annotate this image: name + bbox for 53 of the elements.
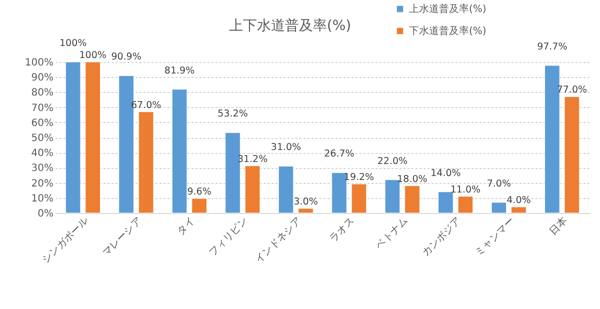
legend-label: 下水道普及率(%) [409, 25, 486, 37]
x-tick-label: ラオス [328, 216, 357, 244]
bar [192, 198, 207, 214]
chart-title: 上下水道普及率(%) [228, 17, 352, 34]
data-label: 81.9% [164, 65, 195, 76]
bar [278, 166, 294, 214]
y-tick-label: 30% [31, 163, 54, 174]
data-label: 53.2% [218, 108, 248, 120]
data-label: 3.0% [294, 196, 318, 208]
data-label: 4.0% [506, 194, 531, 206]
x-tick-label: カンボジア [420, 216, 464, 259]
data-label: 22.0% [377, 156, 408, 167]
y-tick-label: 10% [31, 193, 54, 204]
bar [85, 62, 100, 214]
x-tick-label: ミャンマー [473, 216, 517, 259]
y-tick-label: 20% [31, 178, 54, 190]
y-tick-label: 60% [31, 118, 54, 129]
data-label: 11.0% [450, 184, 481, 196]
y-tick-label: 100% [24, 58, 54, 68]
y-tick-label: 90% [31, 72, 54, 84]
x-tick-label: マレーシア [100, 216, 144, 259]
bar [404, 186, 420, 214]
data-label: 97.7% [537, 41, 568, 52]
data-label: 14.0% [430, 168, 461, 179]
legend-label: 上水道普及率(%) [409, 3, 486, 15]
bar [244, 166, 260, 214]
data-label: 7.0% [486, 178, 511, 190]
y-tick-label: 40% [31, 148, 54, 160]
bar [298, 208, 314, 214]
data-label: 90.9% [111, 52, 142, 63]
data-label: 100% [59, 38, 87, 49]
bar [458, 196, 474, 214]
x-tick-label: フィリピン [207, 216, 250, 259]
bar [511, 206, 526, 214]
data-label: 31.0% [270, 142, 302, 154]
data-label: 26.7% [324, 148, 354, 160]
bar [351, 184, 367, 214]
y-tick-label: 50% [31, 133, 54, 144]
y-tick-label: 80% [31, 88, 54, 99]
data-label: 18.0% [397, 174, 428, 185]
data-label: 9.6% [187, 186, 212, 198]
y-tick-label: 70% [31, 102, 54, 114]
x-tick-label: 日本 [547, 214, 570, 238]
bar [138, 112, 154, 214]
bar [438, 192, 454, 214]
bar [65, 62, 81, 214]
bar [172, 89, 188, 214]
data-label: 100% [79, 50, 106, 61]
bar [564, 96, 580, 214]
x-tick-label: インドネシア [253, 216, 304, 266]
x-tick-label: タイ [175, 216, 198, 238]
bar [491, 202, 507, 214]
x-tick-label: ベトナム [374, 216, 410, 252]
